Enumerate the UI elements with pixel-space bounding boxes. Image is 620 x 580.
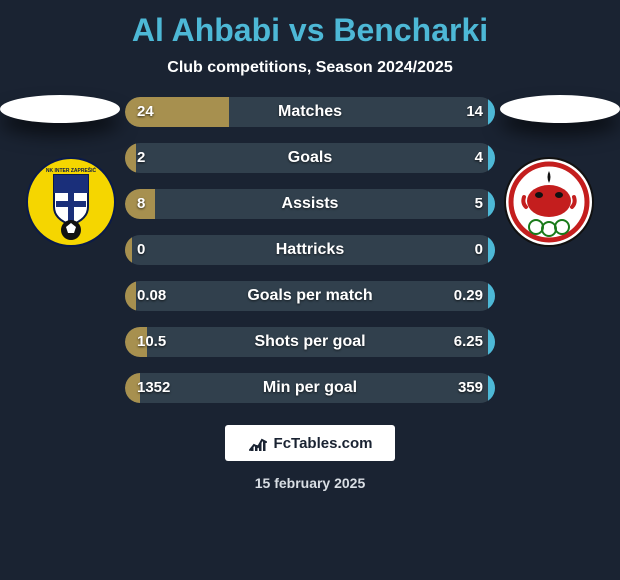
stat-label: Hattricks — [125, 235, 495, 265]
stat-row: 0.08 Goals per match 0.29 — [125, 281, 495, 311]
comparison-stage: NK INTER ZAPREŠIĆ 24 Matches 14 — [0, 95, 620, 403]
fctables-label: FcTables.com — [274, 435, 373, 452]
chart-icon — [248, 433, 268, 453]
stat-value-right: 0 — [475, 235, 483, 265]
stat-value-right: 4 — [475, 143, 483, 173]
stat-row: 0 Hattricks 0 — [125, 235, 495, 265]
stat-row: 24 Matches 14 — [125, 97, 495, 127]
svg-text:NK INTER ZAPREŠIĆ: NK INTER ZAPREŠIĆ — [46, 166, 97, 174]
stat-value-right: 6.25 — [454, 327, 483, 357]
stat-label: Matches — [125, 97, 495, 127]
stat-value-right: 359 — [458, 373, 483, 403]
stat-label: Shots per goal — [125, 327, 495, 357]
stat-row: 10.5 Shots per goal 6.25 — [125, 327, 495, 357]
team-badge-right — [504, 157, 594, 247]
stat-label: Goals — [125, 143, 495, 173]
stat-label: Goals per match — [125, 281, 495, 311]
stat-label: Min per goal — [125, 373, 495, 403]
player-pedestal-right — [500, 95, 620, 123]
stat-row: 8 Assists 5 — [125, 189, 495, 219]
stat-label: Assists — [125, 189, 495, 219]
team-badge-left: NK INTER ZAPREŠIĆ — [26, 157, 116, 247]
stat-value-right: 14 — [466, 97, 483, 127]
page-subtitle: Club competitions, Season 2024/2025 — [0, 59, 620, 77]
date-label: 15 february 2025 — [0, 475, 620, 491]
team-badge-right-icon — [504, 157, 594, 247]
stat-row: 1352 Min per goal 359 — [125, 373, 495, 403]
stats-container: 24 Matches 14 2 Goals 4 8 Assists 5 0 Ha… — [125, 95, 495, 403]
fctables-link[interactable]: FcTables.com — [225, 425, 395, 461]
page-title: Al Ahbabi vs Bencharki — [0, 0, 620, 49]
stat-row: 2 Goals 4 — [125, 143, 495, 173]
team-badge-left-icon: NK INTER ZAPREŠIĆ — [26, 157, 116, 247]
stat-value-right: 0.29 — [454, 281, 483, 311]
stat-value-right: 5 — [475, 189, 483, 219]
player-pedestal-left — [0, 95, 120, 123]
